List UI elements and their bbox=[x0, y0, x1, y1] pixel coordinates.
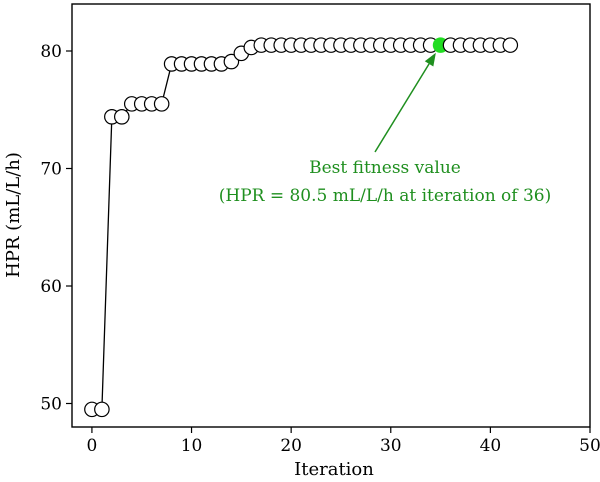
y-tick-label: 80 bbox=[40, 42, 62, 62]
data-point bbox=[114, 109, 130, 125]
series-markers bbox=[84, 37, 519, 418]
series-group bbox=[84, 37, 519, 418]
annotation-line2: (HPR = 80.5 mL/L/h at iteration of 36) bbox=[219, 186, 552, 206]
y-tick-label: 60 bbox=[40, 277, 62, 297]
data-point bbox=[94, 401, 110, 418]
annotation-arrowhead bbox=[424, 52, 436, 67]
y-axis-ticks: 50 60 70 80 bbox=[40, 42, 72, 415]
annotation-line1: Best fitness value bbox=[309, 158, 461, 178]
data-point bbox=[223, 53, 240, 70]
y-tick-label: 70 bbox=[40, 160, 62, 180]
x-tick-label: 30 bbox=[380, 436, 402, 456]
x-tick-label: 20 bbox=[280, 436, 302, 456]
x-tick-label: 40 bbox=[480, 436, 502, 456]
y-axis-title: HPR (mL/L/h) bbox=[3, 152, 24, 278]
x-tick-label: 0 bbox=[87, 436, 98, 456]
x-tick-label: 10 bbox=[181, 436, 203, 456]
annotation-arrow bbox=[374, 63, 430, 153]
y-tick-label: 50 bbox=[40, 395, 62, 415]
plot-frame bbox=[71, 3, 591, 428]
x-axis-title: Iteration bbox=[294, 459, 374, 480]
x-axis-ticks: 0 10 20 30 40 50 bbox=[87, 427, 600, 456]
annotation: Best fitness value (HPR = 80.5 mL/L/h at… bbox=[219, 52, 552, 206]
x-tick-label: 50 bbox=[579, 436, 600, 456]
data-point bbox=[153, 96, 170, 112]
data-point bbox=[502, 37, 519, 53]
